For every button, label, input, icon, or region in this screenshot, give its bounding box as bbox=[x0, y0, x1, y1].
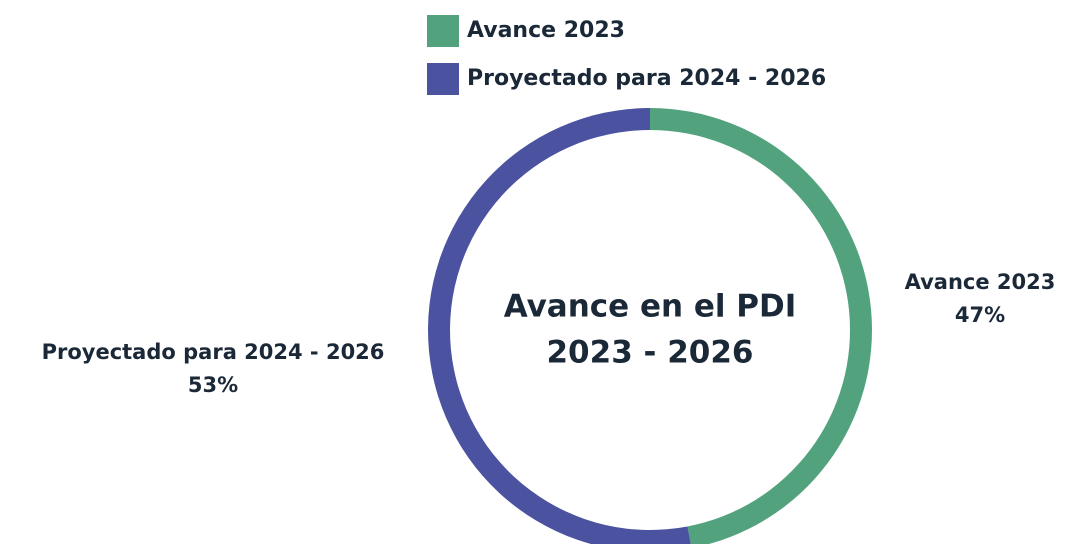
segment-label: Avance 2023 bbox=[905, 270, 1056, 294]
donut-segment bbox=[650, 108, 872, 544]
segment-value: 53% bbox=[188, 373, 238, 397]
legend-swatch bbox=[427, 15, 459, 47]
legend-label: Proyectado para 2024 - 2026 bbox=[467, 66, 826, 91]
segment-label: Proyectado para 2024 - 2026 bbox=[42, 340, 385, 364]
legend-label: Avance 2023 bbox=[467, 18, 625, 43]
chart-subtitle: 2023 - 2026 bbox=[546, 335, 753, 371]
segment-value: 47% bbox=[955, 303, 1005, 327]
chart-title: Avance en el PDI bbox=[504, 289, 797, 325]
legend-swatch bbox=[427, 63, 459, 95]
donut-segment bbox=[428, 108, 691, 544]
